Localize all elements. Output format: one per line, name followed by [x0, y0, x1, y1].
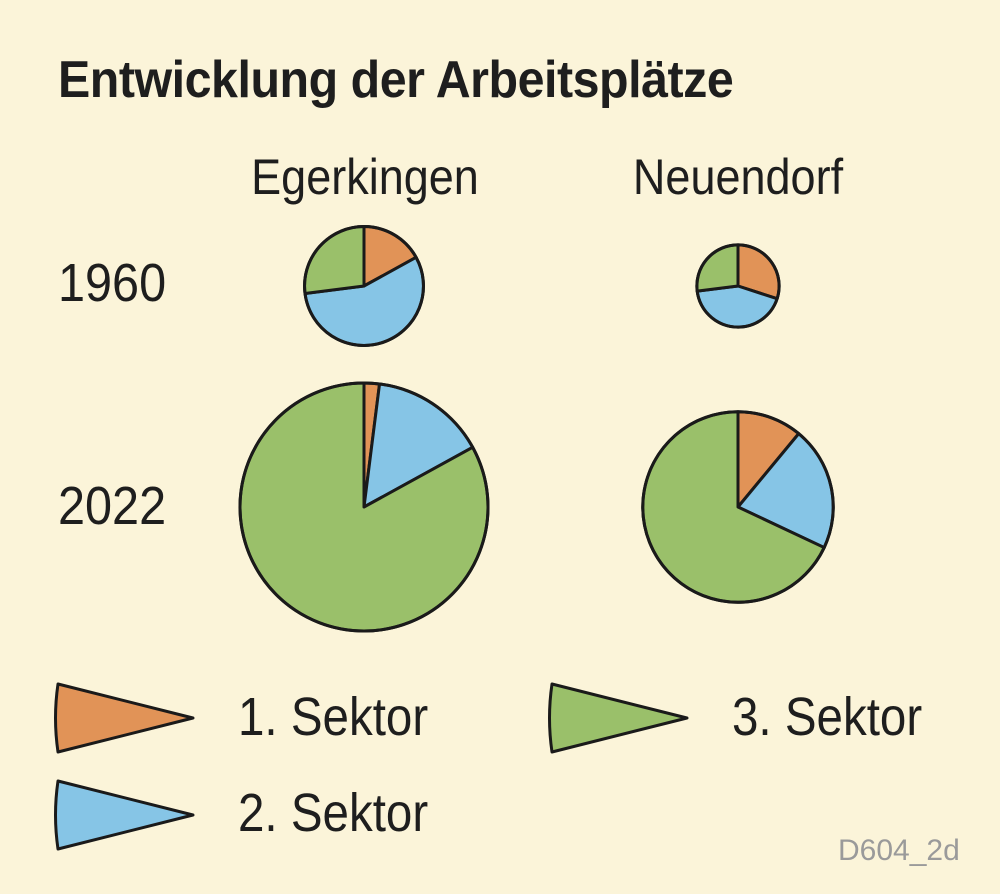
legend-swatch-sector-3 [548, 682, 689, 754]
pie-outline [695, 243, 781, 329]
column-label-neuendorf: Neuendorf [632, 149, 844, 205]
legend-label-sector-2: 2. Sektor [238, 783, 429, 843]
row-label-2022: 2022 [58, 476, 167, 536]
pie-neuendorf-1960 [695, 243, 781, 329]
pie-outline [641, 410, 835, 604]
legend-label-sector-3: 3. Sektor [732, 687, 923, 747]
legend-swatch-sector-1 [54, 682, 195, 754]
legend-swatch-sector-2 [54, 779, 195, 851]
pie-neuendorf-2022 [641, 410, 835, 604]
pie-slice-sector-3 [303, 225, 366, 295]
pie-egerkingen-2022 [238, 381, 490, 633]
column-label-egerkingen: Egerkingen [251, 149, 479, 205]
pie-egerkingen-1960 [303, 225, 425, 347]
legend-label-sector-1: 1. Sektor [238, 687, 429, 747]
chart-title: Entwicklung der Arbeitsplätze [58, 51, 734, 109]
pie-outline [303, 225, 425, 347]
row-label-1960: 1960 [58, 253, 167, 313]
image-code: D604_2d [838, 834, 960, 867]
pie-outline [238, 381, 490, 633]
